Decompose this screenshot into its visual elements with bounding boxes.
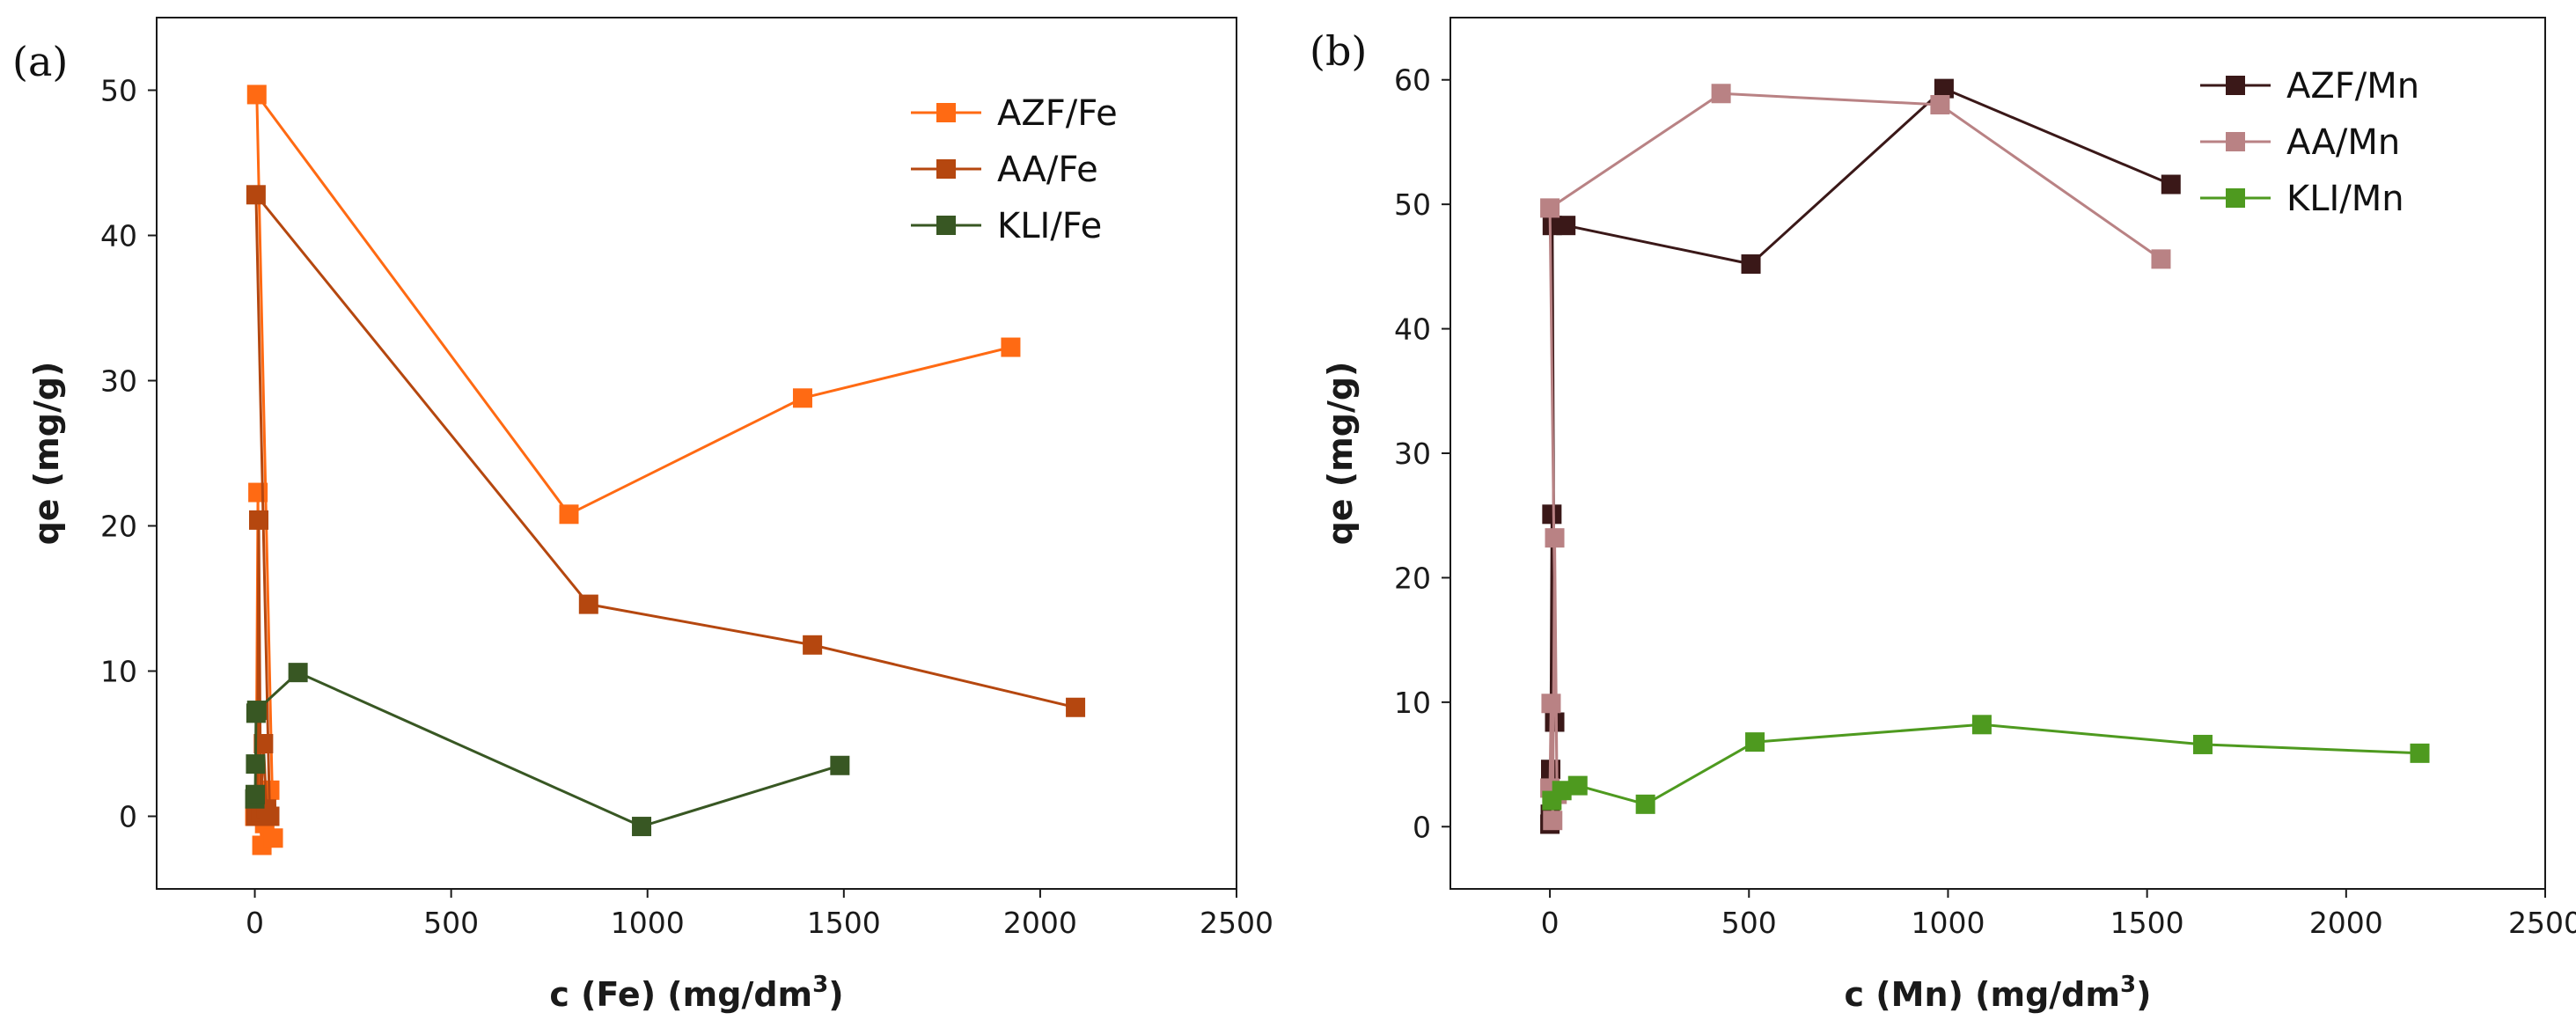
data-point-aa-mn [1541,694,1561,714]
data-point-kli-fe [245,784,265,804]
panel-label-b: (b) [1310,27,1367,75]
series-aa-fe [246,185,1086,826]
data-point-kli-mn [1971,715,1992,735]
data-point-azf-fe [263,828,283,848]
series-line-azf-fe [253,92,1011,847]
series-line-aa-mn [1548,92,2162,822]
plot-frame [156,17,1237,890]
legend-label-aa-mn: AA/Mn [2286,122,2400,163]
y-tick-label: 20 [1394,561,1431,595]
data-point-azf-fe [559,504,579,525]
chart-fe: 0 500 1000 1500 2000 2500 0 10 20 30 40 50 c (Fe) (m… [27,17,1273,1014]
y-tick-label: 10 [1394,686,1431,720]
y-tick-label: 10 [100,655,137,689]
x-axis-label: c (Mn) (mg/dm3) [1845,972,2152,1014]
data-point-azf-fe [248,482,268,503]
series-aa-mn [1540,84,2171,831]
data-point-aa-mn [1545,528,1565,548]
data-point-aa-mn [1711,84,1731,104]
legend-label-azf-mn: AZF/Mn [2286,66,2419,106]
data-point-aa-fe [578,594,598,614]
x-tick-label: 500 [1721,906,1777,940]
data-point-aa-fe [253,734,274,753]
series-azf-fe [245,84,1021,855]
x-tick-label: 2500 [1200,906,1273,940]
series-kli-fe [245,663,850,837]
y-tick-label: 50 [1394,187,1431,222]
data-point-kli-fe [632,817,652,837]
legend-marker-azf-fe [936,103,956,122]
data-point-kli-mn [2192,734,2213,754]
data-point-kli-fe [246,754,266,774]
y-tick-label: 20 [100,510,137,544]
x-tick-label: 2000 [1003,906,1077,940]
series-line-kli-mn [1551,723,2420,806]
x-tick-label: 1500 [807,906,881,940]
y-tick-label: 40 [1394,312,1431,347]
legend-label-azf-fe: AZF/Fe [997,93,1118,134]
y-tick-label: 60 [1394,63,1431,98]
data-point-kli-fe [288,663,308,683]
data-point-kli-mn [2410,743,2430,763]
data-point-kli-mn [1567,775,1588,796]
y-tick-label: 0 [119,800,137,834]
data-point-aa-mn [2151,249,2171,269]
data-point-aa-mn [1543,811,1563,831]
series-azf-mn [1540,78,2181,834]
data-point-aa-fe [249,510,269,530]
x-tick-label: 0 [1541,906,1560,940]
y-tick-label: 30 [100,364,137,399]
legend-marker-kli-fe [936,216,956,235]
series-line-kli-fe [253,671,840,828]
y-axis-label: qe (mg/g) [1321,362,1360,546]
data-point-kli-mn [1745,732,1765,752]
legend-label-aa-fe: AA/Fe [997,150,1098,190]
data-point-kli-fe [246,701,267,721]
series-line-azf-mn [1548,87,2172,825]
legend-marker-azf-mn [2226,76,2245,95]
y-tick-label: 50 [100,74,137,108]
data-point-azf-mn [1542,504,1562,525]
data-point-azf-mn [2161,174,2181,195]
data-point-azf-fe [792,388,812,408]
series-line-aa-fe [253,193,1076,818]
data-point-azf-mn [1741,254,1761,275]
data-point-aa-fe [803,635,823,655]
x-tick-label: 1000 [611,906,685,940]
data-point-aa-mn [1930,95,1950,114]
y-tick-label: 40 [100,219,137,253]
legend-label-kli-mn: KLI/Mn [2286,179,2404,219]
x-tick-label: 0 [246,906,264,940]
x-axis-label: c (Fe) (mg/dm3) [549,972,843,1014]
legend-marker-kli-mn [2226,188,2245,208]
data-point-azf-mn [1934,78,1954,99]
x-tick-label: 2000 [2309,906,2383,940]
chart-mn: 0 500 1000 1500 2000 2500 0 10 20 30 40 50 60 c (Mn) … [1321,17,2576,1014]
data-point-aa-fe [246,185,266,205]
series-kli-mn [1542,715,2430,814]
y-tick-label: 30 [1394,437,1431,471]
panel-label-a: (a) [12,38,68,85]
x-tick-label: 1000 [1911,906,1985,940]
data-point-aa-fe [260,806,280,826]
legend-marker-aa-fe [936,159,956,179]
legend-marker-aa-mn [2226,132,2245,151]
legend-label-kli-fe: KLI/Fe [997,206,1102,246]
y-tick-label: 0 [1413,810,1431,844]
data-point-kli-mn [1552,781,1572,801]
data-point-kli-mn [1635,794,1655,814]
x-tick-label: 500 [423,906,479,940]
data-point-aa-fe [1066,697,1086,717]
data-point-azf-fe [246,84,267,105]
data-point-azf-fe [1001,337,1021,357]
data-point-kli-fe [830,755,850,775]
data-point-azf-mn [1556,216,1576,236]
x-tick-label: 1500 [2110,906,2184,940]
x-tick-label: 2500 [2508,906,2576,940]
data-point-aa-mn [1540,198,1560,218]
y-axis-label: qe (mg/g) [27,362,66,546]
